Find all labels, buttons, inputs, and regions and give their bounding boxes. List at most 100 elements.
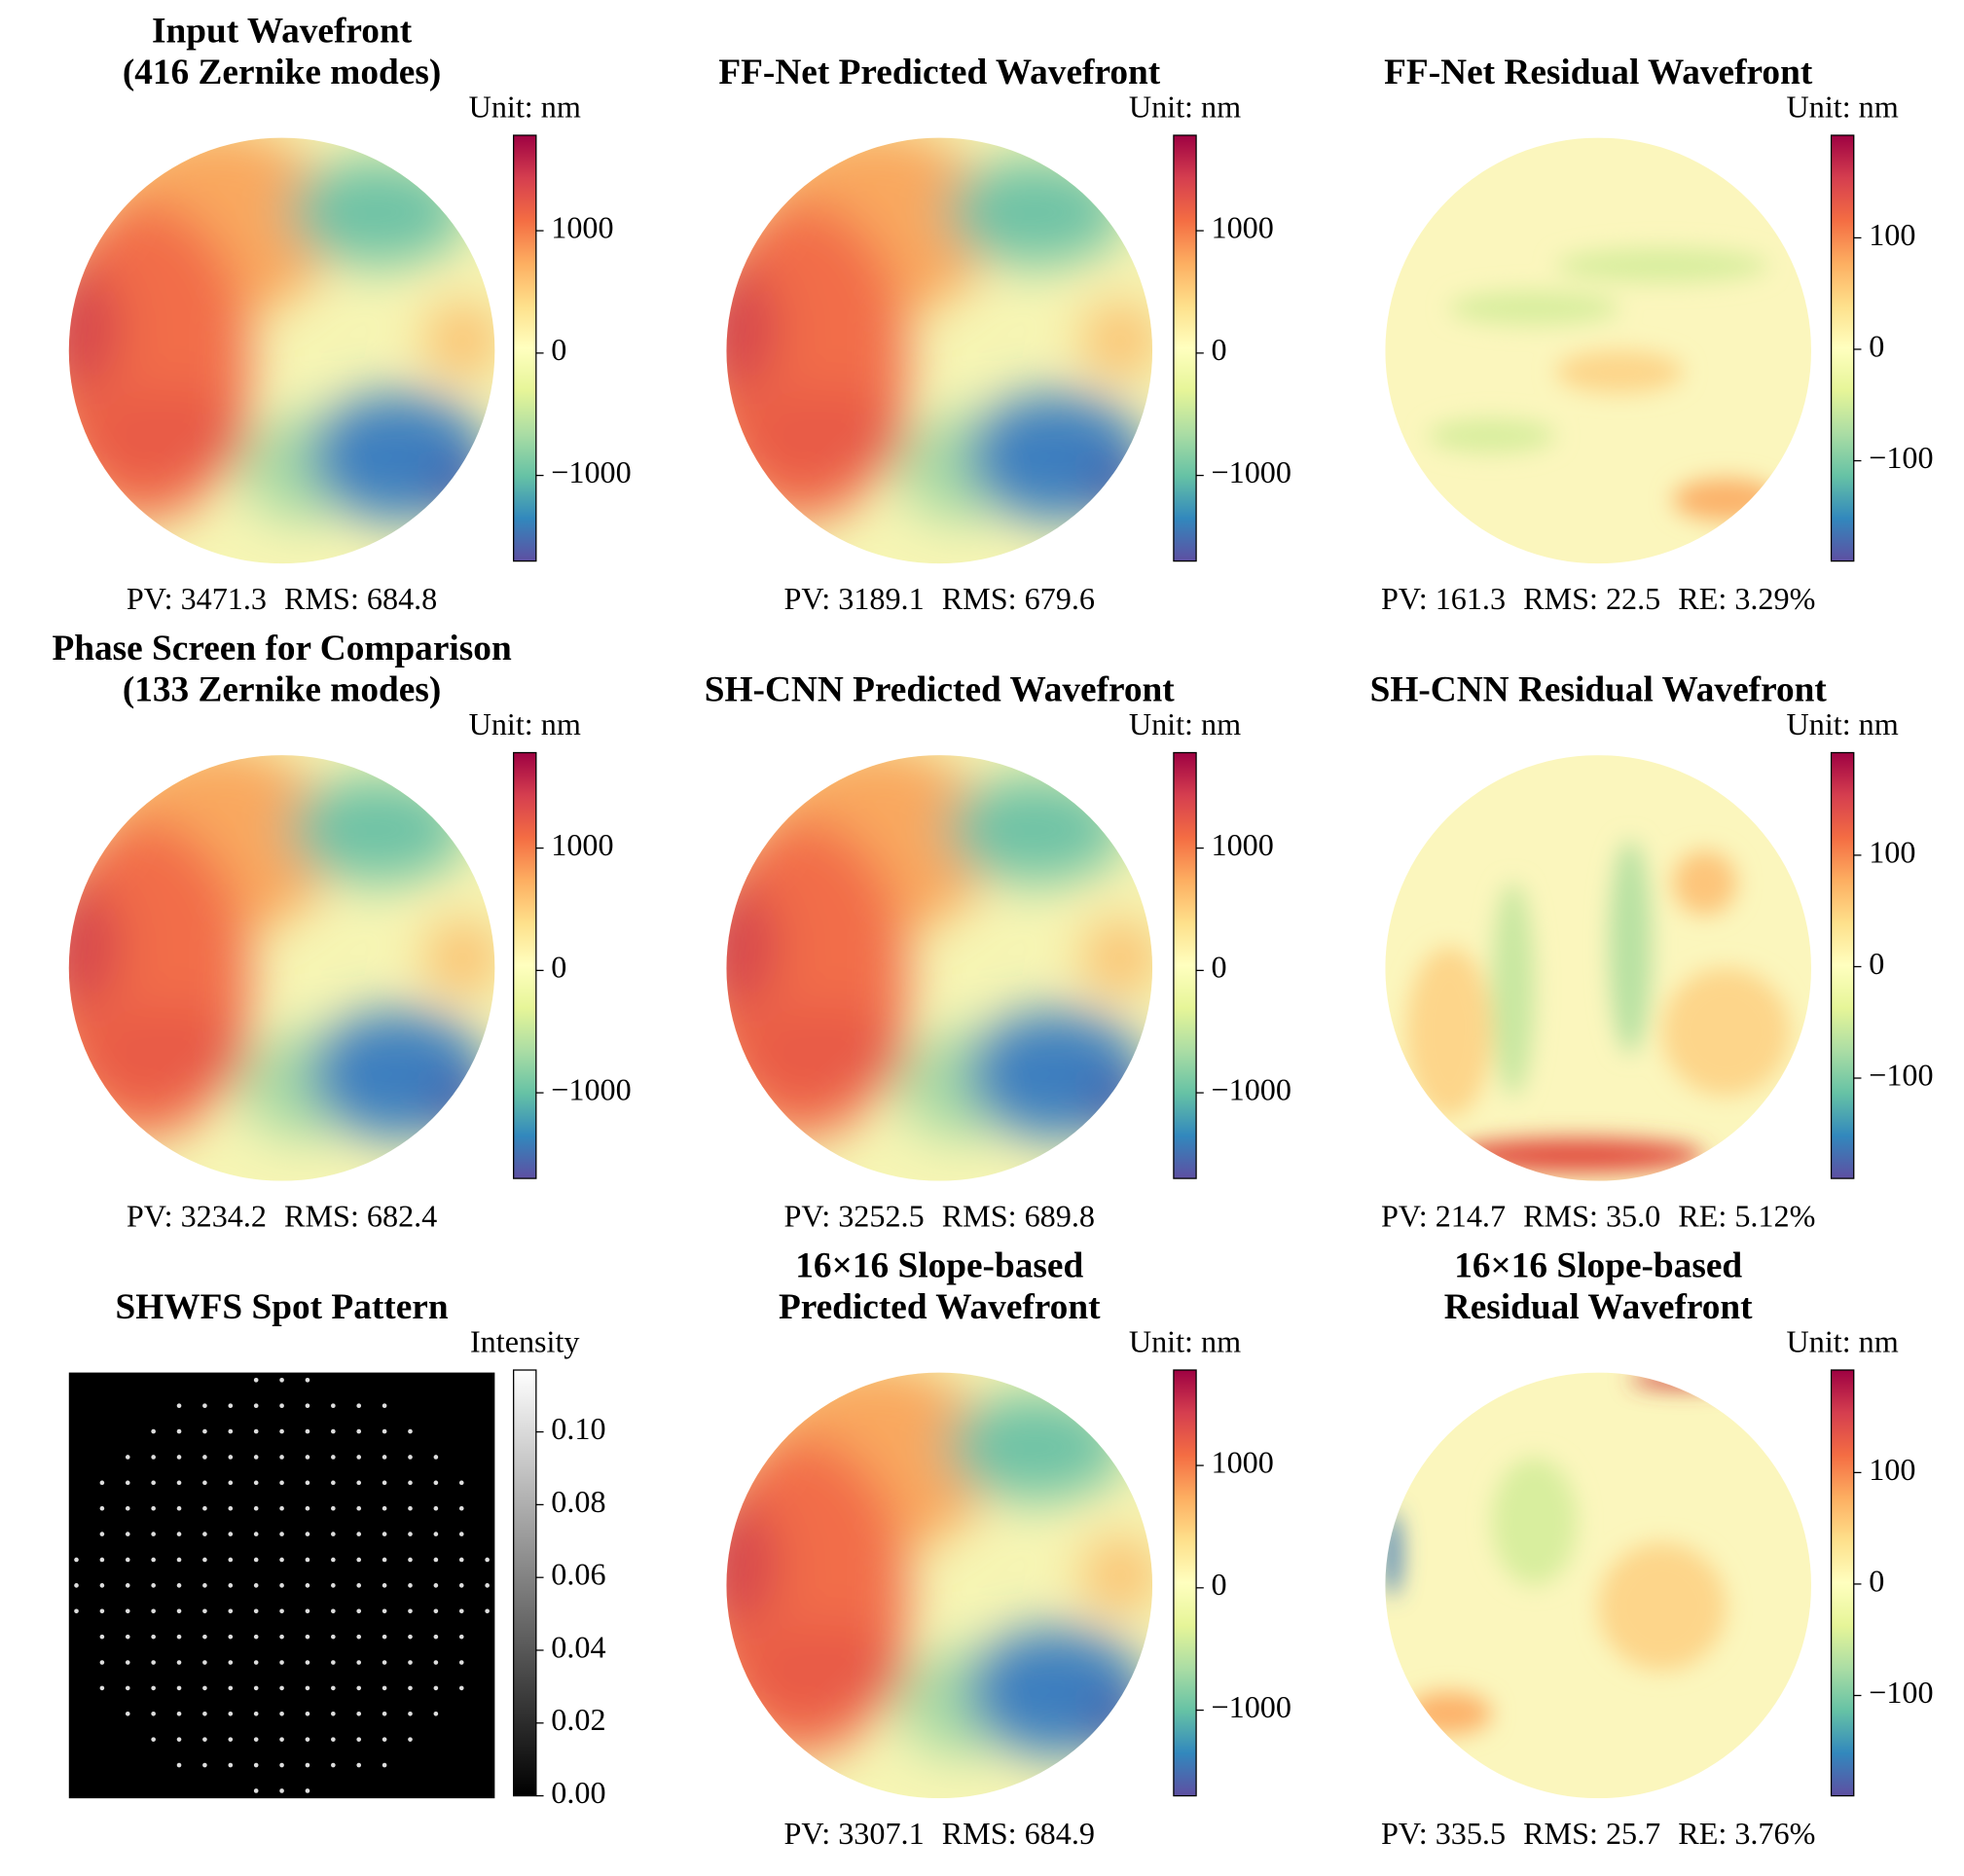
spot — [99, 1583, 105, 1588]
spot — [356, 1557, 362, 1563]
stat: RMS: 25.7 — [1523, 1816, 1660, 1851]
spot — [433, 1480, 439, 1486]
spot — [331, 1583, 336, 1588]
map-feature — [430, 1074, 495, 1138]
spot — [228, 1428, 234, 1434]
colorbar — [1173, 1369, 1197, 1797]
spot — [151, 1660, 156, 1665]
stat: RE: 3.29% — [1678, 581, 1815, 616]
colorbar-tick-label: 0.04 — [551, 1629, 605, 1664]
spot — [458, 1557, 464, 1563]
colorbar-tick-label: 0.06 — [551, 1557, 605, 1592]
map-feature — [966, 1628, 1146, 1756]
colorbar-tick-label: 0 — [1869, 328, 1884, 363]
spot — [433, 1634, 439, 1640]
spot — [279, 1762, 284, 1768]
panel-title: FF-Net Residual Wavefront — [1384, 53, 1813, 92]
map-feature — [966, 1010, 1146, 1138]
panel-title: Predicted Wavefront — [779, 1287, 1101, 1327]
panel-title: 16×16 Slope-based — [1454, 1245, 1742, 1285]
panel-title: SHWFS Spot Pattern — [116, 1287, 449, 1327]
spot — [305, 1505, 310, 1511]
map-feature — [309, 393, 489, 522]
spot — [99, 1660, 105, 1665]
spot — [305, 1762, 310, 1768]
spot — [253, 1403, 259, 1409]
spot — [253, 1634, 259, 1640]
colorbar-tick-label: 1000 — [1212, 209, 1274, 244]
spot — [356, 1762, 362, 1768]
colorbar-label: Unit: nm — [1787, 706, 1899, 741]
stat: RMS: 684.9 — [942, 1816, 1095, 1851]
spot — [305, 1660, 310, 1665]
spot — [151, 1608, 156, 1614]
spot — [279, 1788, 284, 1793]
spot — [253, 1532, 259, 1536]
colorbar — [1830, 134, 1855, 562]
spot — [408, 1455, 413, 1460]
spot — [331, 1532, 336, 1536]
spot — [356, 1660, 362, 1665]
spot — [202, 1505, 207, 1511]
spot — [99, 1480, 105, 1486]
spot — [176, 1480, 182, 1486]
stat: RMS: 682.4 — [284, 1199, 437, 1234]
spot — [176, 1737, 182, 1742]
map-feature — [1088, 1074, 1153, 1138]
spot — [408, 1480, 413, 1486]
spot — [253, 1377, 259, 1383]
spot — [485, 1608, 490, 1614]
spot — [228, 1532, 234, 1536]
spot — [408, 1660, 413, 1665]
map-feature — [1385, 1510, 1400, 1597]
stats: PV: 214.7 RMS: 35.0 RE: 5.12% — [1381, 1199, 1815, 1234]
spot — [279, 1711, 284, 1716]
spot — [305, 1737, 310, 1742]
spot — [331, 1480, 336, 1486]
spot — [228, 1557, 234, 1563]
colorbar-tick-label: 0.00 — [551, 1775, 605, 1810]
spot — [176, 1762, 182, 1768]
spot — [125, 1505, 130, 1511]
spot — [253, 1480, 259, 1486]
map-feature — [726, 883, 781, 1011]
spot — [356, 1505, 362, 1511]
stat: PV: 3234.2 — [127, 1199, 267, 1234]
colorbar-tick-label: 1000 — [1212, 1444, 1274, 1479]
spot — [433, 1557, 439, 1563]
spot — [202, 1532, 207, 1536]
wavefront-map — [726, 755, 1153, 1181]
spot — [382, 1660, 387, 1665]
spot — [279, 1455, 284, 1460]
spot — [305, 1403, 310, 1409]
map-feature — [309, 1010, 489, 1138]
colorbar-tick-label: 0 — [1869, 1563, 1884, 1598]
stat: PV: 3252.5 — [784, 1199, 925, 1234]
map-feature — [737, 1623, 908, 1718]
spot — [151, 1532, 156, 1536]
spot — [382, 1403, 387, 1409]
spot — [408, 1428, 413, 1434]
spot — [356, 1532, 362, 1536]
stat: RMS: 22.5 — [1523, 581, 1660, 616]
spot — [74, 1608, 79, 1614]
map-feature — [1449, 1137, 1705, 1172]
wavefront-map — [726, 1372, 1153, 1799]
spot — [331, 1660, 336, 1665]
map-feature — [1081, 919, 1153, 996]
stat: RE: 3.76% — [1678, 1816, 1815, 1851]
colorbar — [513, 134, 537, 562]
map-feature — [1406, 1691, 1492, 1735]
stat: RMS: 689.8 — [942, 1199, 1095, 1234]
spot — [305, 1428, 310, 1434]
spot — [202, 1711, 207, 1716]
panel-title: (416 Zernike modes) — [123, 53, 441, 92]
spot — [99, 1634, 105, 1640]
spot — [382, 1711, 387, 1716]
panel-title: SH-CNN Predicted Wavefront — [705, 669, 1176, 709]
spot — [382, 1583, 387, 1588]
map-feature — [1088, 1691, 1153, 1756]
map-feature — [1081, 302, 1153, 379]
